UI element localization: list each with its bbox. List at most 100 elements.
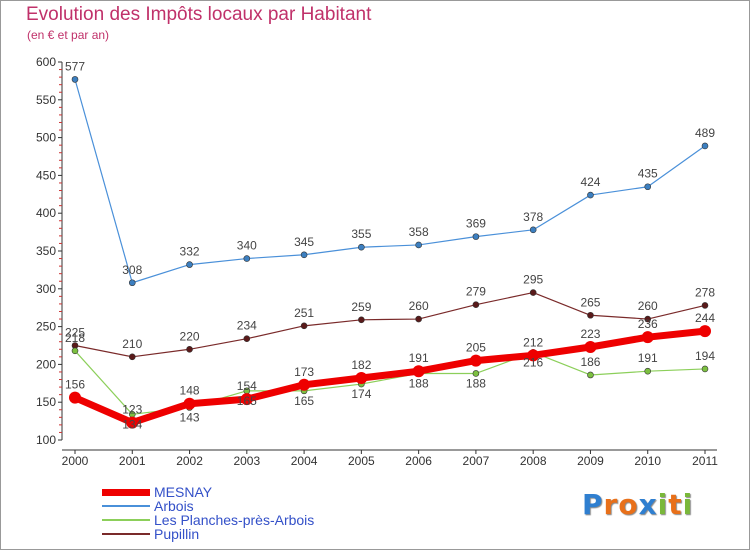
x-tick-label: 2002 [176,454,203,468]
data-label-les-planches-pr-s-arbois: 218 [65,331,85,345]
x-tick-label: 2011 [692,454,718,468]
data-point-mesnay [69,392,81,404]
data-label-mesnay: 154 [237,379,257,393]
data-label-arbois: 424 [580,175,600,189]
logo-letter: o [618,488,638,521]
y-tick-label: 400 [36,206,56,220]
data-label-arbois: 378 [523,210,543,224]
data-label-pupillin: 295 [523,273,543,287]
data-label-les-planches-pr-s-arbois: 194 [695,349,715,363]
data-point-arbois [530,227,536,233]
data-label-mesnay: 212 [523,335,543,349]
data-label-pupillin: 234 [237,319,257,333]
data-point-pupillin [702,302,708,308]
x-tick-label: 2004 [291,454,318,468]
y-tick-label: 150 [36,395,56,409]
proxiti-logo: Proxiti [582,488,693,521]
data-label-arbois: 308 [122,263,142,277]
data-point-arbois [187,262,193,268]
chart-title: Evolution des Impôts locaux par Habitant [26,4,371,26]
data-point-les-planches-pr-s-arbois [645,368,651,374]
series-line-les-planches-pr-s-arbois [75,351,705,415]
data-point-arbois [416,242,422,248]
x-tick-label: 2007 [463,454,490,468]
data-label-pupillin: 278 [695,285,715,299]
y-tick-label: 200 [36,357,56,371]
data-point-pupillin [530,290,536,296]
data-label-les-planches-pr-s-arbois: 216 [523,355,543,369]
data-label-pupillin: 279 [466,285,486,299]
data-label-les-planches-pr-s-arbois: 143 [180,410,200,424]
data-label-pupillin: 259 [351,300,371,314]
data-label-les-planches-pr-s-arbois: 134 [122,417,142,431]
x-tick-label: 2001 [119,454,146,468]
data-label-mesnay: 191 [409,351,429,365]
data-label-les-planches-pr-s-arbois: 188 [409,376,429,390]
legend-label-pupillin: Pupillin [154,526,199,542]
data-point-mesnay [184,398,196,410]
data-label-mesnay: 205 [466,341,486,355]
data-point-mesnay [699,325,711,337]
data-label-pupillin: 210 [122,337,142,351]
data-point-mesnay [298,379,310,391]
data-label-mesnay: 223 [580,327,600,341]
y-tick-label: 600 [36,55,56,69]
data-label-arbois: 577 [65,59,85,73]
data-label-les-planches-pr-s-arbois: 165 [237,394,257,408]
data-point-pupillin [244,336,250,342]
legend-swatch-planches [102,519,150,521]
line-chart: 1001502002503003504004505005506002000 200… [0,0,750,550]
data-point-arbois [129,280,135,286]
data-point-pupillin [301,323,307,329]
data-label-arbois: 369 [466,217,486,231]
data-label-pupillin: 220 [180,329,200,343]
data-label-mesnay: 182 [351,358,371,372]
y-tick-label: 100 [36,433,56,447]
data-label-les-planches-pr-s-arbois: 174 [351,387,371,401]
data-point-arbois [244,256,250,262]
data-label-les-planches-pr-s-arbois: 188 [466,376,486,390]
data-point-les-planches-pr-s-arbois [72,348,78,354]
data-point-arbois [301,252,307,258]
data-label-mesnay: 148 [180,384,200,398]
x-tick-label: 2009 [577,454,604,468]
data-point-arbois [358,244,364,250]
series-line-pupillin [75,293,705,357]
y-tick-label: 250 [36,320,56,334]
logo-letter: P [582,488,604,521]
x-tick-label: 2006 [405,454,432,468]
data-point-mesnay [470,355,482,367]
data-label-les-planches-pr-s-arbois: 191 [638,351,658,365]
data-label-arbois: 345 [294,235,314,249]
data-label-mesnay: 123 [122,403,142,417]
data-point-les-planches-pr-s-arbois [702,366,708,372]
data-label-arbois: 435 [638,167,658,181]
y-tick-label: 550 [36,93,56,107]
legend-swatch-mesnay [102,489,150,496]
data-point-mesnay [413,365,425,377]
data-point-mesnay [584,341,596,353]
data-label-mesnay: 156 [65,378,85,392]
data-label-mesnay: 173 [294,365,314,379]
series-line-mesnay [75,331,705,422]
data-label-arbois: 355 [351,227,371,241]
data-point-arbois [587,192,593,198]
x-tick-label: 2005 [348,454,375,468]
data-label-pupillin: 260 [638,299,658,313]
data-label-pupillin: 260 [409,299,429,313]
data-label-arbois: 358 [409,225,429,239]
data-point-arbois [645,184,651,190]
logo-letter: i [683,488,694,521]
data-label-arbois: 340 [237,239,257,253]
x-tick-label: 2010 [634,454,661,468]
x-tick-label: 2003 [233,454,260,468]
data-label-mesnay: 236 [638,317,658,331]
data-label-les-planches-pr-s-arbois: 165 [294,394,314,408]
legend-swatch-arbois [102,505,150,507]
data-label-arbois: 489 [695,126,715,140]
data-point-pupillin [473,302,479,308]
data-point-pupillin [358,317,364,323]
data-label-mesnay: 244 [695,311,715,325]
logo-letter: t [668,488,682,521]
data-point-mesnay [355,372,367,384]
